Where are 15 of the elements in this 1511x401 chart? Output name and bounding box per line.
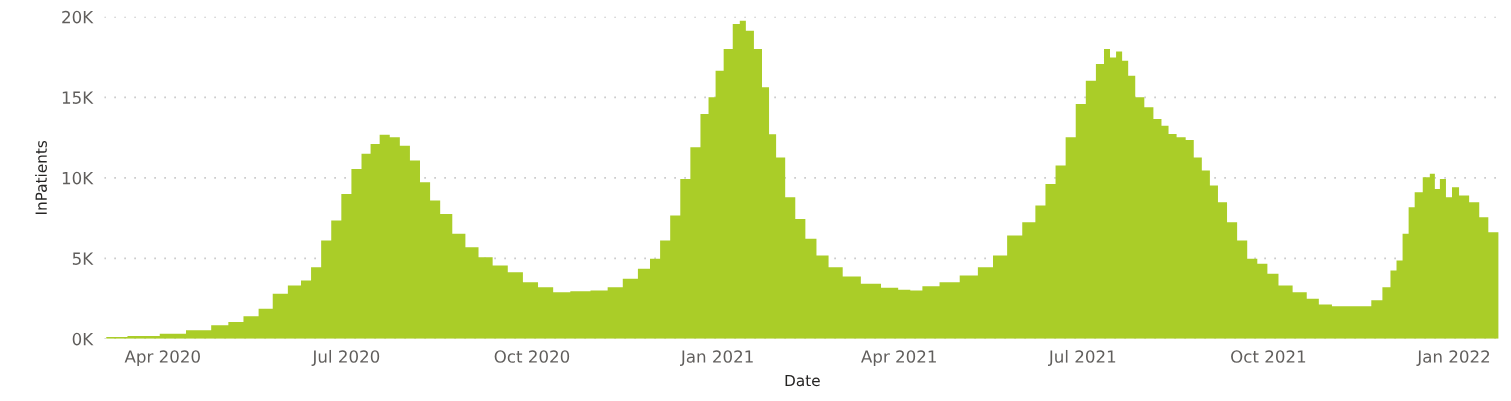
y-tick-label: 20K — [62, 10, 94, 24]
x-tick-label: Oct 2021 — [1231, 350, 1306, 363]
y-tick-label: 5K — [72, 252, 94, 265]
y-tick-label: 15K — [62, 91, 94, 104]
y-tick-label: 10K — [62, 171, 94, 185]
x-tick-label: Apr 2021 — [861, 350, 936, 367]
y-axis-title: InPatients — [35, 140, 47, 215]
x-tick-label: Jul 2020 — [311, 349, 380, 366]
x-tick-label: Jan 2021 — [680, 350, 753, 366]
x-axis-title: Date — [785, 374, 820, 387]
x-tick-label: Jan 2022 — [1416, 350, 1490, 366]
y-tick-label: 0K — [72, 332, 94, 346]
x-tick-label: Apr 2020 — [124, 350, 200, 367]
x-tick-label: Jul 2021 — [1048, 349, 1116, 366]
x-tick-label: Oct 2020 — [494, 350, 570, 363]
